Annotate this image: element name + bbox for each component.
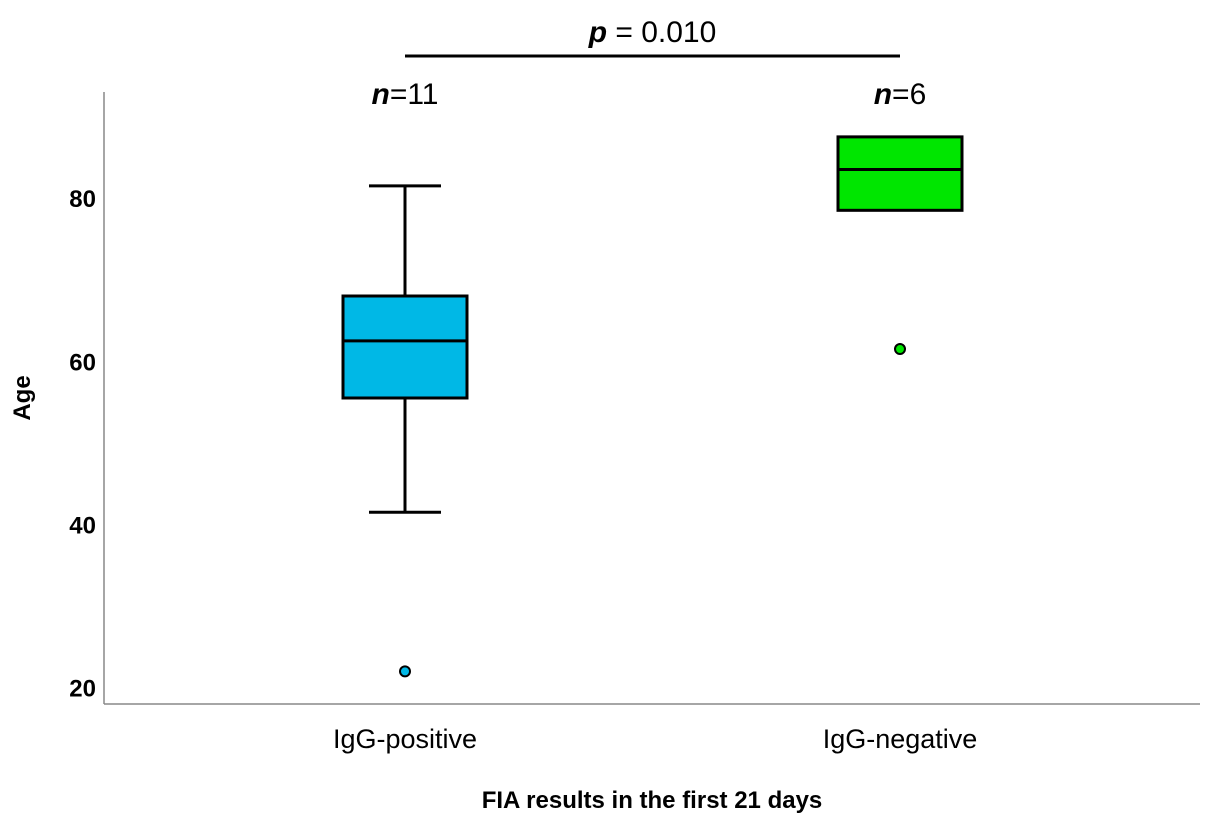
n-label: n=6: [874, 78, 927, 111]
outlier-point: [894, 343, 906, 356]
x-tick-label: IgG-positive: [333, 724, 477, 754]
outlier-point: [399, 665, 411, 678]
x-tick-label: IgG-negative: [823, 724, 978, 754]
labels-layer: n=11 n=6p = 0.010: [372, 16, 927, 111]
y-axis-title: Age: [9, 375, 36, 420]
x-axis-title: FIA results in the first 21 days: [482, 787, 823, 814]
y-tick-label: 80: [69, 186, 96, 213]
box-group: [341, 184, 469, 678]
n-symbol: n: [372, 78, 390, 111]
axes-layer: 20 40 60 80 IgG-positive IgG-negative FIA resu…: [9, 92, 1200, 814]
box-group: [836, 135, 964, 356]
y-tick-label: 40: [69, 512, 96, 539]
p-symbol: p: [588, 16, 607, 49]
n-value: =6: [892, 78, 926, 111]
y-tick-label: 20: [69, 676, 96, 703]
marks-layer: [341, 135, 964, 678]
n-symbol: n: [874, 78, 892, 111]
box-iqr: [341, 294, 469, 400]
box-iqr: [836, 135, 964, 212]
y-tick-label: 60: [69, 349, 96, 376]
n-value: =11: [390, 78, 439, 111]
n-label: n=11: [372, 78, 439, 111]
p-value: = 0.010: [607, 16, 716, 49]
p-value-label: p = 0.010: [588, 16, 717, 49]
